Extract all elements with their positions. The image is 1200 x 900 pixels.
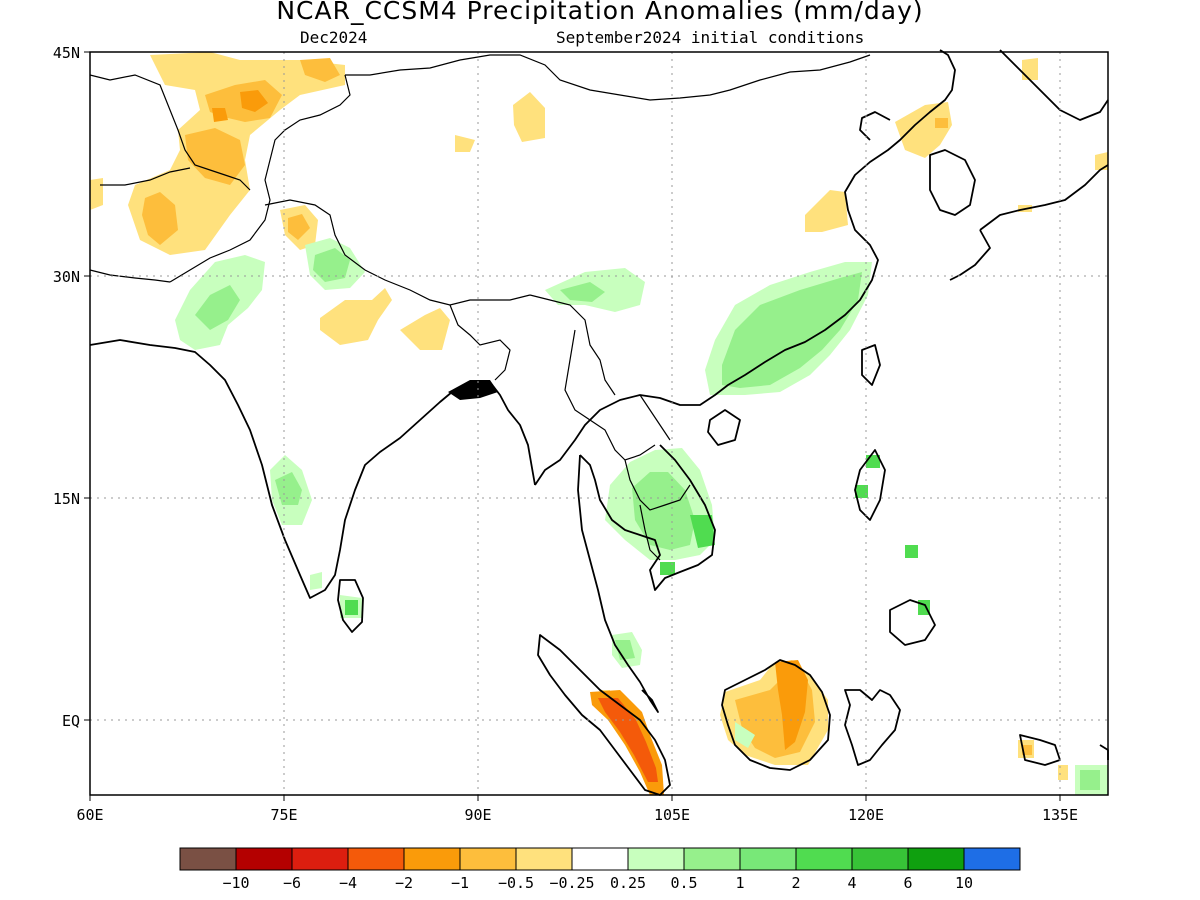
colorbar-label: 10	[955, 874, 973, 892]
latitude-labels: 45N 30N 15N EQ	[53, 44, 80, 730]
negative-anomaly-very-strong	[598, 698, 658, 782]
colorbar-swatch	[235, 847, 293, 871]
colorbar-label: −6	[283, 874, 301, 892]
colorbar-label: −10	[222, 874, 249, 892]
colorbar-label: −2	[395, 874, 413, 892]
colorbar-swatch	[963, 847, 1021, 871]
forecast-month: Dec2024	[300, 28, 368, 47]
colorbar-label: −4	[339, 874, 357, 892]
colorbar-label: 0.5	[670, 874, 697, 892]
colorbar-swatch	[851, 847, 909, 871]
negative-anomaly-strong	[212, 90, 808, 795]
lon-label-105e: 105E	[654, 806, 690, 824]
colorbar-swatch	[515, 847, 573, 871]
colorbar-label: 6	[903, 874, 912, 892]
colorbar-swatch	[179, 847, 237, 871]
colorbar-swatch	[291, 847, 349, 871]
graticule	[90, 52, 1108, 795]
colorbar-swatch	[795, 847, 853, 871]
lat-label-30n: 30N	[53, 268, 80, 286]
colorbar-label: 1	[735, 874, 744, 892]
negative-anomaly-moderate	[142, 58, 1032, 758]
colorbar-swatch	[907, 847, 965, 871]
colorbar-swatch	[571, 847, 629, 871]
colorbar-label: 4	[847, 874, 856, 892]
colorbar-swatch	[683, 847, 741, 871]
colorbar: −10 −6 −4 −2 −1 −0.5 −0.25 0.25 0.5 1 2 4 6 10	[179, 847, 1021, 892]
lon-label-120e: 120E	[848, 806, 884, 824]
page-title: NCAR_CCSM4 Precipitation Anomalies (mm/d…	[276, 0, 924, 25]
lon-label-75e: 75E	[270, 806, 297, 824]
lat-label-45n: 45N	[53, 44, 80, 62]
country-borders	[89, 54, 871, 561]
positive-anomaly-moderate	[195, 248, 1100, 790]
colorbar-label: 0.25	[610, 874, 646, 892]
colorbar-label: −1	[451, 874, 469, 892]
lon-label-135e: 135E	[1042, 806, 1078, 824]
axis-ticks	[84, 51, 1061, 801]
longitude-labels: 60E 75E 90E 105E 120E 135E	[76, 806, 1078, 824]
colorbar-swatch	[347, 847, 405, 871]
positive-anomaly-strong	[345, 455, 930, 615]
colorbar-label: 2	[791, 874, 800, 892]
lat-label-eq: EQ	[62, 712, 80, 730]
initial-conditions: September2024 initial conditions	[556, 28, 865, 47]
lon-label-60e: 60E	[76, 806, 103, 824]
anomaly-fields	[90, 52, 1108, 795]
lon-label-90e: 90E	[464, 806, 491, 824]
colorbar-swatch	[459, 847, 517, 871]
colorbar-swatch	[627, 847, 685, 871]
map-frame	[89, 51, 1109, 796]
colorbar-swatch	[403, 847, 461, 871]
colorbar-label: −0.25	[549, 874, 594, 892]
lat-label-15n: 15N	[53, 490, 80, 508]
river-delta-detail	[448, 380, 498, 400]
colorbar-label: −0.5	[498, 874, 534, 892]
colorbar-swatch	[739, 847, 797, 871]
